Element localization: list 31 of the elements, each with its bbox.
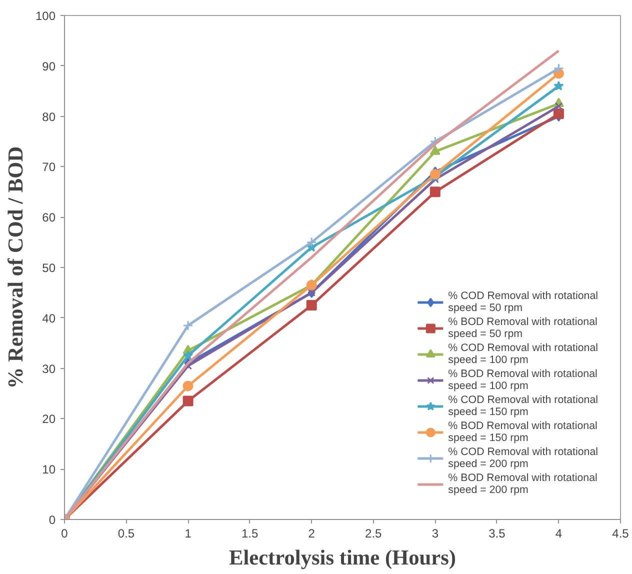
- y-tick-label: 80: [42, 110, 56, 124]
- legend-label: % BOD Removal with rotational speed = 150 rpm: [448, 419, 598, 445]
- y-tick-label: 0: [48, 513, 56, 527]
- x-axis-title: Electrolysis time (Hours): [228, 546, 456, 570]
- legend-label: % COD Removal with rotational speed = 150 rpm: [448, 393, 598, 419]
- y-tick-label: 20: [42, 412, 56, 426]
- x-tick-label: 4: [555, 526, 562, 540]
- legend-label: % BOD Removal with rotational speed = 200 rpm: [448, 471, 598, 497]
- x-tick-label: 1: [184, 526, 192, 540]
- y-tick-label: 10: [42, 462, 56, 477]
- legend-label: % COD Removal with rotational speed = 200 rpm: [448, 445, 598, 471]
- y-tick-label: 30: [42, 362, 56, 376]
- y-tick-label: 70: [42, 160, 56, 174]
- x-tick-label: 2: [308, 526, 316, 540]
- legend-label: % COD Removal with rotational speed = 50 rpm: [448, 289, 598, 315]
- legend-label: % COD Removal with rotational speed = 100 rpm: [448, 341, 598, 367]
- x-tick-label: 4.5: [612, 526, 630, 540]
- x-tick-label: 0: [61, 526, 68, 540]
- x-tick-label: 2.5: [365, 526, 382, 540]
- x-tick-label: 1.5: [241, 526, 258, 540]
- y-tick-label: 60: [42, 210, 56, 225]
- y-tick-label: 50: [42, 261, 56, 275]
- x-tick-label: 3.5: [488, 526, 506, 540]
- legend-label: % BOD Removal with rotational speed = 100 rpm: [448, 367, 598, 393]
- y-axis-title: % Removal of COd / BOD: [3, 146, 28, 389]
- y-tick-label: 100: [35, 9, 56, 23]
- y-tick-label: 90: [42, 59, 56, 74]
- x-tick-label: 0.5: [118, 526, 135, 540]
- x-tick-label: 3: [432, 526, 439, 540]
- legend-label: % BOD Removal with rotational speed = 50 rpm: [448, 315, 598, 341]
- y-tick-label: 40: [42, 311, 56, 326]
